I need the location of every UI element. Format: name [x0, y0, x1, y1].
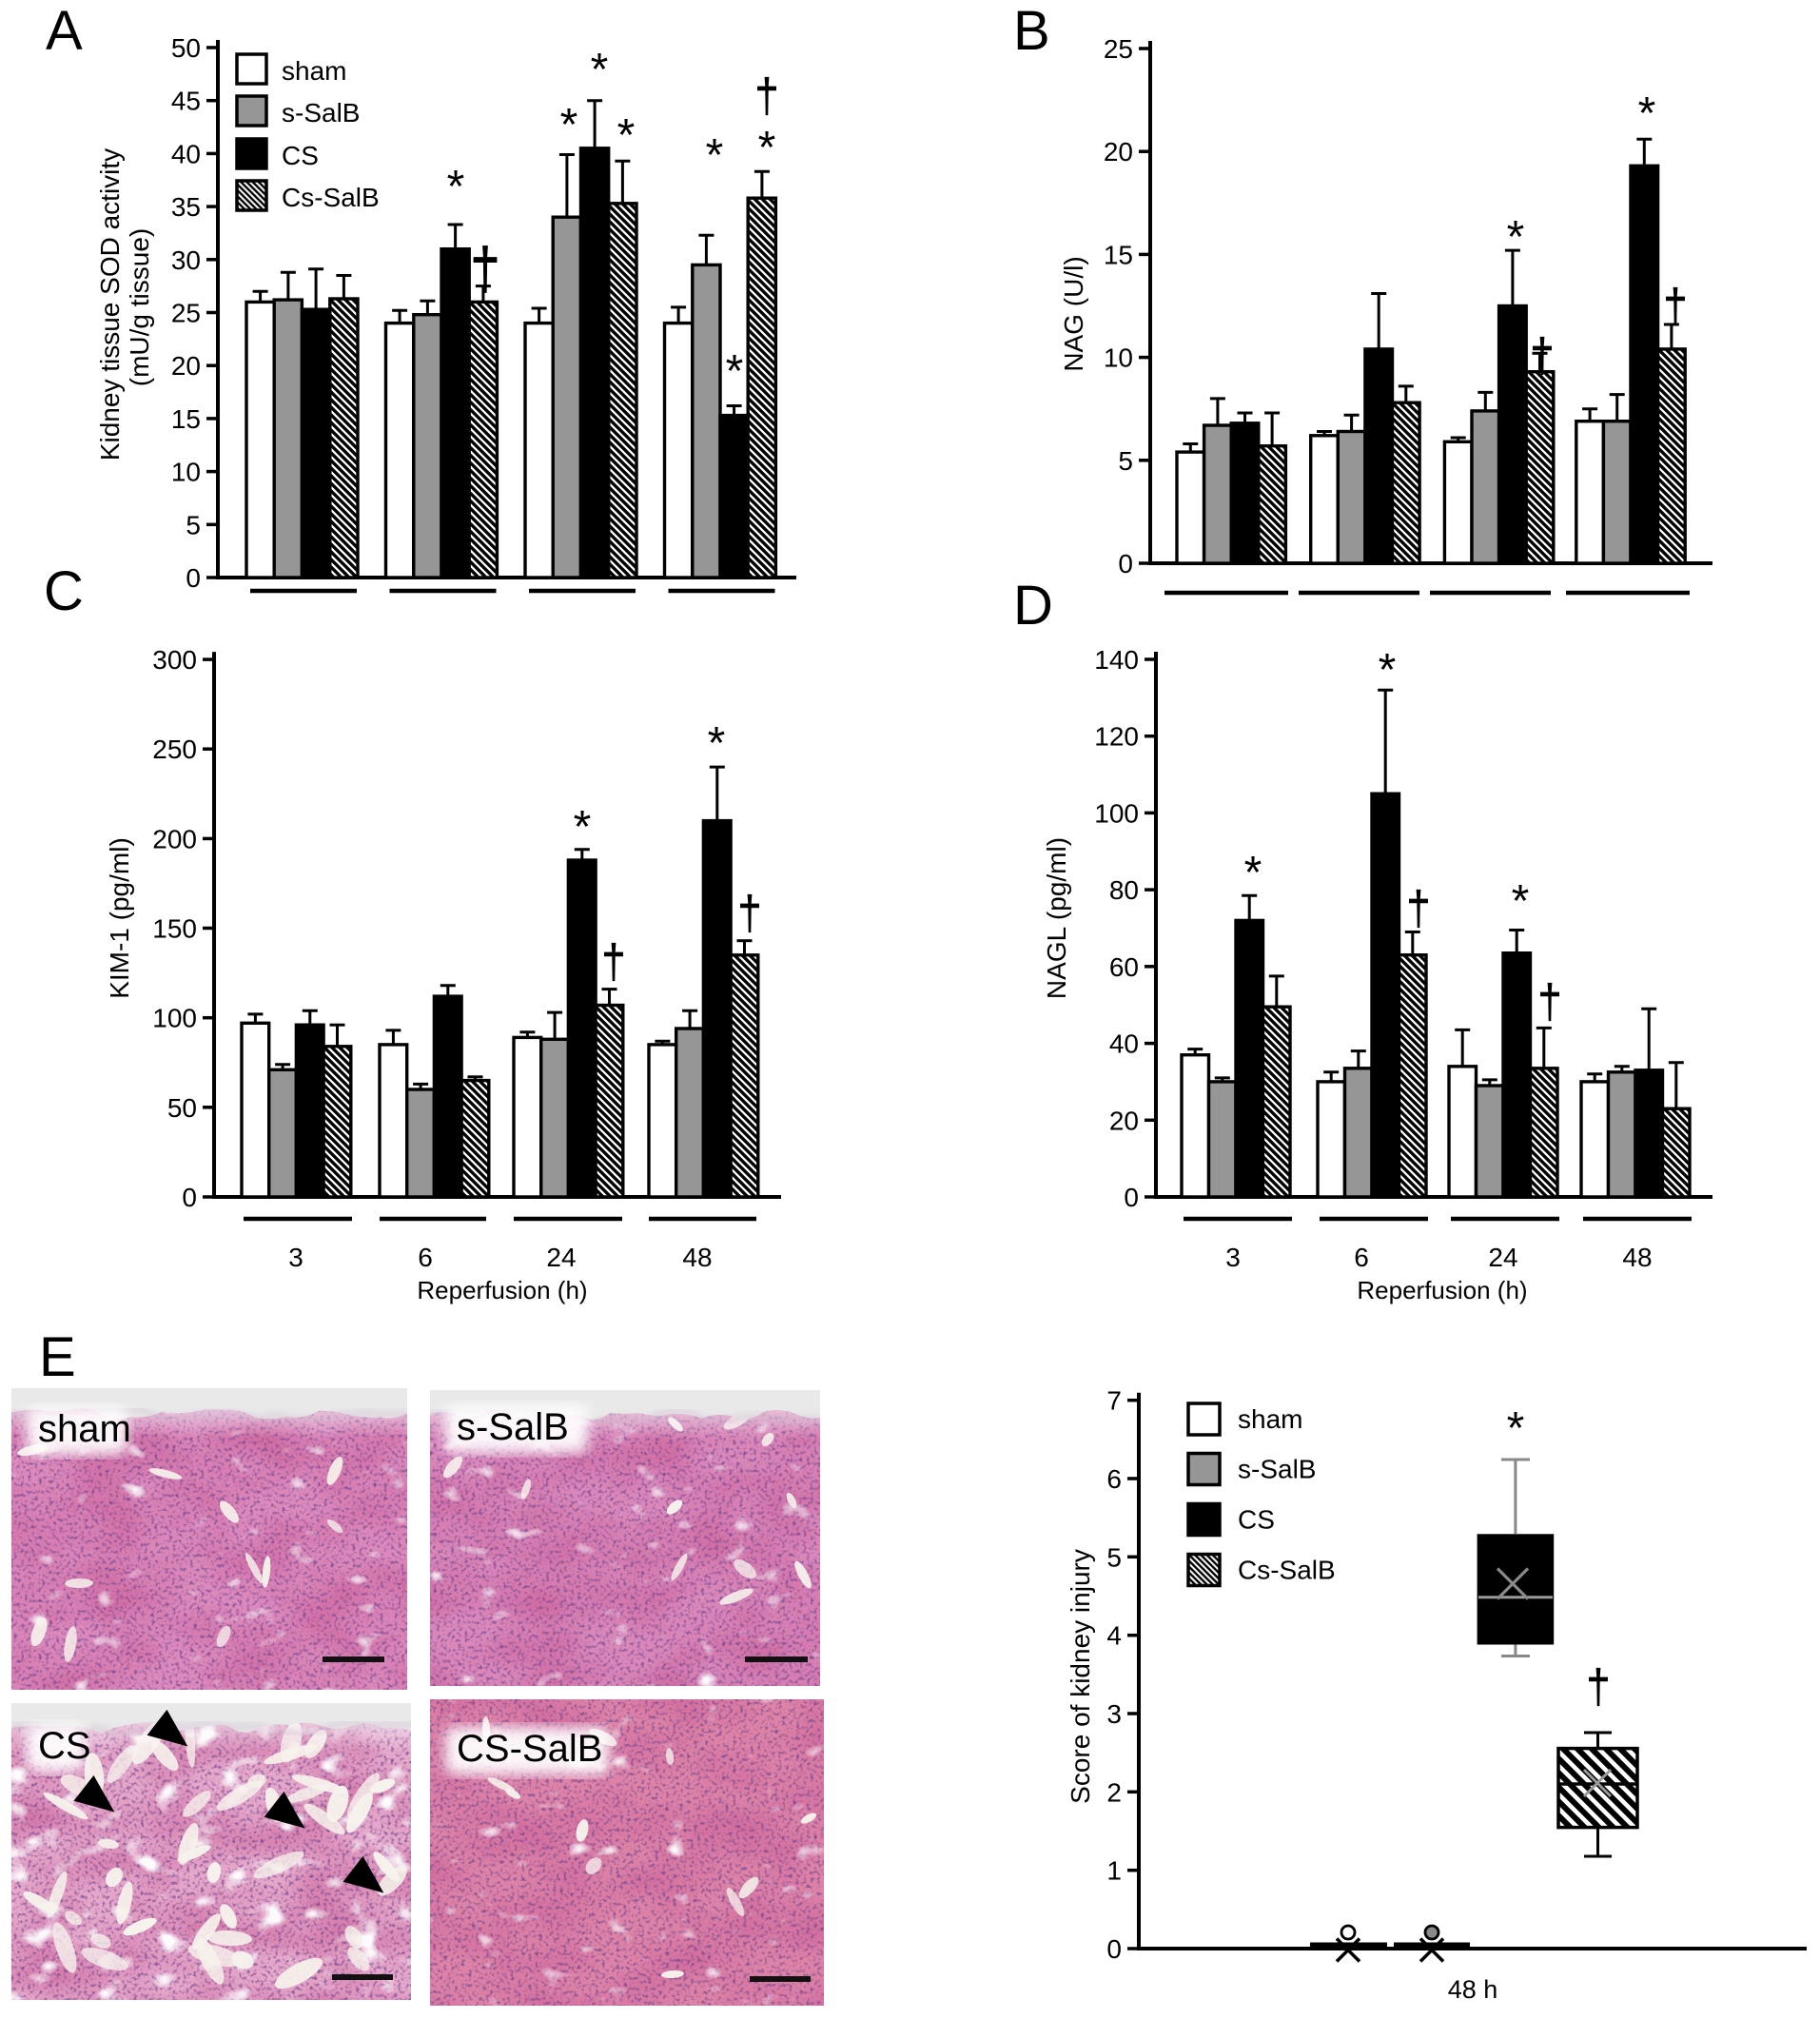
svg-text:25: 25: [171, 299, 201, 328]
svg-text:5: 5: [1106, 1542, 1122, 1572]
svg-text:*: *: [574, 802, 592, 853]
svg-text:sham: sham: [1238, 1404, 1302, 1434]
svg-text:Reperfusion (h): Reperfusion (h): [1357, 1276, 1527, 1304]
svg-text:*: *: [447, 162, 465, 212]
svg-text:s-SalB: s-SalB: [457, 1406, 569, 1448]
svg-text:48: 48: [682, 1243, 712, 1272]
svg-text:s-SalB: s-SalB: [282, 98, 360, 127]
svg-text:s-SalB: s-SalB: [1238, 1455, 1316, 1484]
svg-text:100: 100: [1094, 798, 1139, 828]
svg-text:D: D: [1013, 575, 1053, 637]
svg-text:*: *: [1507, 212, 1525, 263]
svg-text:250: 250: [152, 735, 197, 764]
svg-text:E: E: [39, 1326, 76, 1388]
svg-text:*: *: [591, 45, 609, 95]
svg-text:Reperfusion (h): Reperfusion (h): [417, 1276, 587, 1304]
svg-text:2: 2: [1106, 1777, 1122, 1807]
svg-text:*: *: [758, 123, 776, 173]
svg-text:6: 6: [1106, 1464, 1122, 1494]
svg-text:3: 3: [1106, 1699, 1122, 1729]
svg-text:15: 15: [171, 404, 201, 434]
svg-text:NAGL (pg/ml): NAGL (pg/ml): [1042, 837, 1071, 999]
svg-text:C: C: [44, 560, 84, 622]
svg-text:*: *: [617, 110, 636, 161]
svg-text:300: 300: [152, 645, 197, 675]
svg-text:100: 100: [152, 1004, 197, 1033]
svg-text:6: 6: [1354, 1243, 1369, 1272]
svg-text:150: 150: [152, 914, 197, 944]
svg-text:B: B: [1013, 0, 1050, 62]
svg-text:50: 50: [167, 1093, 197, 1123]
svg-text:CS: CS: [1238, 1505, 1275, 1535]
svg-text:Cs-SalB: Cs-SalB: [282, 183, 380, 212]
svg-text:6: 6: [418, 1243, 433, 1272]
svg-text:20: 20: [171, 351, 201, 381]
svg-text:*: *: [726, 346, 744, 397]
svg-text:CS-SalB: CS-SalB: [457, 1728, 602, 1770]
svg-text:3: 3: [1225, 1243, 1241, 1272]
svg-text:4: 4: [1106, 1621, 1122, 1651]
svg-text:*: *: [706, 130, 724, 181]
svg-text:0: 0: [186, 563, 201, 593]
svg-text:sham: sham: [282, 56, 346, 86]
svg-text:sham: sham: [38, 1408, 131, 1450]
svg-text:20: 20: [1104, 137, 1133, 167]
svg-text:45: 45: [171, 87, 201, 116]
svg-text:5: 5: [1118, 446, 1133, 476]
svg-text:30: 30: [171, 245, 201, 275]
svg-text:CS: CS: [282, 141, 319, 170]
svg-text:Kidney tissue SOD activity: Kidney tissue SOD activity: [95, 148, 125, 461]
svg-text:0: 0: [1106, 1934, 1122, 1964]
svg-text:48 h: 48 h: [1448, 1975, 1498, 2004]
svg-text:10: 10: [171, 458, 201, 487]
svg-text:Score of kidney injury: Score of kidney injury: [1066, 1549, 1095, 1804]
svg-text:140: 140: [1094, 645, 1139, 675]
svg-text:200: 200: [152, 824, 197, 853]
svg-text:*: *: [1512, 876, 1530, 927]
svg-text:25: 25: [1104, 34, 1133, 64]
svg-text:*: *: [1244, 848, 1262, 898]
svg-text:KIM-1 (pg/ml): KIM-1 (pg/ml): [105, 837, 134, 999]
svg-text:Cs-SalB: Cs-SalB: [1238, 1556, 1336, 1585]
svg-text:A: A: [46, 0, 83, 62]
svg-text:7: 7: [1106, 1386, 1122, 1416]
svg-text:80: 80: [1109, 875, 1139, 905]
svg-text:*: *: [560, 100, 578, 150]
svg-text:48: 48: [1622, 1243, 1652, 1272]
svg-text:1: 1: [1106, 1856, 1122, 1886]
svg-text:15: 15: [1104, 240, 1133, 269]
svg-text:20: 20: [1109, 1106, 1139, 1135]
svg-text:*: *: [1507, 1403, 1525, 1454]
svg-text:10: 10: [1104, 343, 1133, 373]
svg-text:24: 24: [1488, 1243, 1517, 1272]
svg-text:CS: CS: [38, 1725, 91, 1767]
svg-text:*: *: [708, 718, 726, 769]
svg-text:24: 24: [546, 1243, 576, 1272]
svg-text:(mU/g tissue): (mU/g tissue): [125, 228, 154, 386]
svg-text:5: 5: [186, 510, 201, 539]
svg-text:0: 0: [1118, 549, 1133, 578]
svg-text:40: 40: [171, 139, 201, 168]
svg-text:*: *: [1638, 88, 1656, 139]
svg-text:NAG (U/l): NAG (U/l): [1059, 256, 1088, 371]
svg-text:0: 0: [1124, 1183, 1139, 1212]
svg-text:0: 0: [182, 1183, 197, 1212]
svg-text:50: 50: [171, 33, 201, 63]
svg-text:*: *: [1379, 645, 1397, 696]
svg-text:60: 60: [1109, 952, 1139, 982]
svg-text:40: 40: [1109, 1029, 1139, 1059]
svg-text:35: 35: [171, 192, 201, 222]
svg-text:120: 120: [1094, 722, 1139, 752]
svg-text:3: 3: [288, 1243, 303, 1272]
